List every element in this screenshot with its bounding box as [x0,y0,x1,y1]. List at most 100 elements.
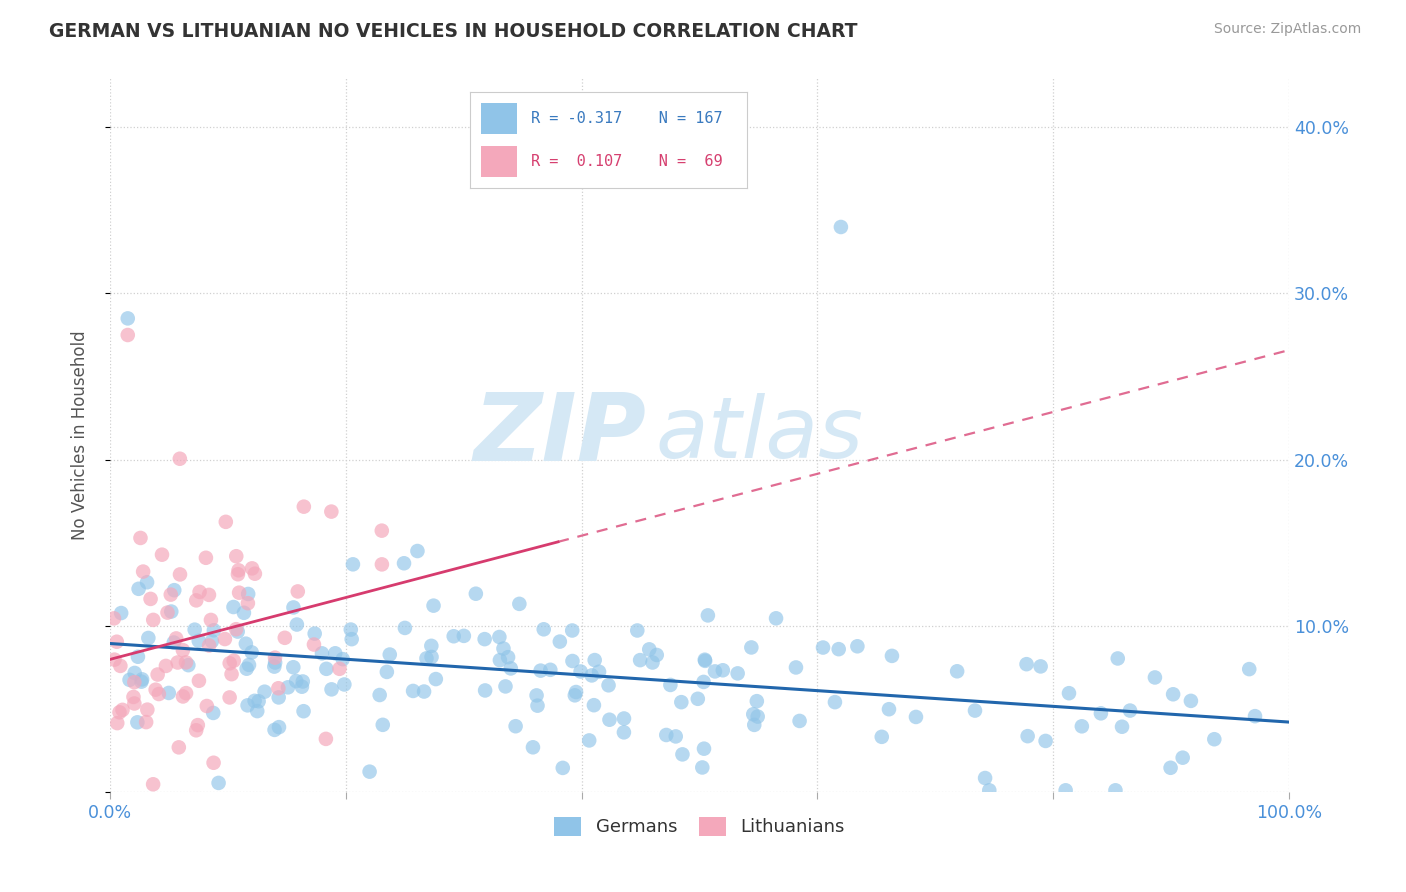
Point [202,624,225,638]
Point [291,674,314,689]
Point [1054,783,1077,797]
Point [499,661,522,675]
Point [422,599,444,613]
Point [581,668,603,682]
Point [526,698,548,713]
Point [505,719,527,733]
Point [561,654,583,668]
Point [263,659,285,673]
Point [474,632,496,647]
Point [291,680,314,694]
Text: ZIP: ZIP [474,389,647,481]
Point [789,714,811,728]
Point [183,623,205,637]
Point [238,587,260,601]
Point [828,642,851,657]
Point [704,665,727,679]
Y-axis label: No Vehicles in Household: No Vehicles in Household [72,330,89,540]
Point [392,556,415,570]
Point [167,740,190,755]
Point [215,515,238,529]
Point [267,681,290,696]
Point [686,691,709,706]
Point [187,718,209,732]
Point [375,665,398,679]
Point [598,713,620,727]
Point [292,500,315,514]
Point [165,632,187,646]
Point [159,588,181,602]
Point [598,678,620,692]
Point [174,656,197,670]
Point [765,611,787,625]
Point [285,617,308,632]
Point [846,640,869,654]
Point [117,311,139,326]
Point [222,654,245,668]
Point [264,650,287,665]
Point [742,707,765,722]
Point [1035,734,1057,748]
Point [359,764,381,779]
Point [240,645,263,659]
Point [453,629,475,643]
Point [172,690,194,704]
Point [1015,657,1038,672]
Point [495,680,517,694]
Point [214,632,236,646]
Point [207,776,229,790]
Point [582,698,605,713]
Point [222,600,245,615]
Point [145,682,167,697]
Point [695,654,717,668]
Point [548,634,571,648]
Point [811,640,834,655]
Point [283,600,305,615]
Point [236,698,259,713]
Point [1204,732,1226,747]
Point [371,718,394,732]
Point [155,659,177,673]
Point [830,219,852,234]
Point [1070,719,1092,733]
Point [1111,720,1133,734]
Point [1171,750,1194,764]
Point [533,622,555,636]
Point [243,694,266,708]
Point [236,596,259,610]
Point [1239,662,1261,676]
Point [124,675,146,690]
Point [342,558,364,572]
Point [974,771,997,785]
Point [583,653,606,667]
Point [201,634,224,648]
Point [711,663,734,677]
Point [226,567,249,582]
Point [420,650,443,665]
Point [163,635,186,649]
Point [613,725,636,739]
Point [108,706,131,720]
Point [225,622,247,636]
Point [578,733,600,747]
Point [172,643,194,657]
Point [368,688,391,702]
Point [1180,694,1202,708]
Point [824,695,846,709]
Point [235,662,257,676]
Point [671,695,693,709]
Point [136,575,159,590]
Point [641,656,664,670]
Point [238,657,260,672]
Point [157,686,180,700]
Point [727,666,749,681]
Point [1161,687,1184,701]
Point [105,634,128,648]
Point [198,639,221,653]
Point [628,653,651,667]
Point [163,583,186,598]
Point [551,761,574,775]
Point [413,684,436,698]
Point [693,741,716,756]
Point [235,637,257,651]
